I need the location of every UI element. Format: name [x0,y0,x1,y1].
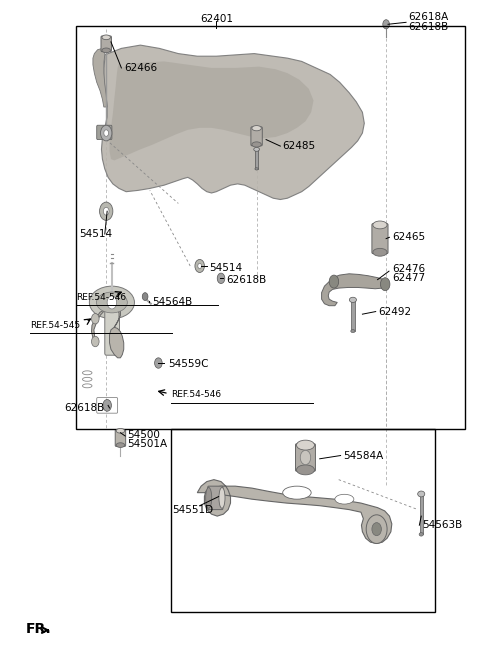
Ellipse shape [252,142,261,147]
Text: 54514: 54514 [80,229,113,239]
Text: 54564B: 54564B [152,298,192,307]
Circle shape [381,278,390,290]
Polygon shape [92,307,124,358]
Ellipse shape [102,35,110,39]
Ellipse shape [116,443,125,447]
Ellipse shape [252,125,261,131]
Polygon shape [93,49,107,107]
Ellipse shape [297,440,314,450]
FancyBboxPatch shape [372,223,388,254]
Ellipse shape [102,48,110,53]
FancyBboxPatch shape [208,486,223,510]
Text: 62485: 62485 [283,141,316,151]
Circle shape [195,260,204,273]
Ellipse shape [116,428,125,433]
Text: 62476: 62476 [392,263,425,273]
Text: REF.54-546: REF.54-546 [171,390,221,399]
Text: 54501A: 54501A [127,440,167,449]
Circle shape [107,296,117,309]
Text: 54563B: 54563B [423,520,463,530]
Text: 62618B: 62618B [64,403,105,413]
Bar [420,494,423,534]
Circle shape [103,399,111,411]
FancyBboxPatch shape [251,127,262,146]
Ellipse shape [349,297,357,302]
Text: 62477: 62477 [392,273,425,283]
FancyBboxPatch shape [101,36,111,52]
Ellipse shape [335,494,354,504]
Circle shape [217,273,225,284]
Text: 54514: 54514 [209,263,242,273]
Text: 62465: 62465 [392,233,425,242]
Circle shape [155,358,162,368]
Text: 54551D: 54551D [173,505,214,514]
Circle shape [372,522,382,535]
Text: 62618B: 62618B [408,22,449,32]
Circle shape [366,515,387,543]
Circle shape [99,202,113,220]
Ellipse shape [373,248,387,256]
Ellipse shape [89,286,134,319]
Text: 62401: 62401 [200,14,233,24]
Ellipse shape [373,221,387,229]
Circle shape [329,275,339,288]
Polygon shape [109,61,313,160]
Ellipse shape [300,450,311,464]
Bar [171,430,434,612]
Circle shape [100,125,112,141]
Text: REF.54-546: REF.54-546 [76,293,126,302]
Circle shape [104,130,108,136]
Text: 54584A: 54584A [343,451,384,461]
FancyBboxPatch shape [96,125,112,139]
Ellipse shape [283,486,311,499]
Bar [351,300,355,331]
Circle shape [142,292,148,300]
Ellipse shape [219,487,225,509]
Bar [76,26,466,430]
Ellipse shape [255,168,258,170]
Ellipse shape [418,491,425,497]
Circle shape [92,313,99,324]
Circle shape [198,263,202,269]
Ellipse shape [351,330,355,332]
Circle shape [383,20,389,29]
Polygon shape [322,274,388,306]
Text: REF.54-545: REF.54-545 [30,321,81,330]
Circle shape [103,208,109,215]
Polygon shape [197,480,392,543]
Text: 62618B: 62618B [226,275,266,285]
Text: 54500: 54500 [127,430,160,440]
Ellipse shape [419,533,423,536]
FancyBboxPatch shape [115,430,126,446]
FancyBboxPatch shape [296,444,315,471]
Ellipse shape [254,147,260,151]
Ellipse shape [297,465,314,475]
Text: 62492: 62492 [379,307,412,317]
Polygon shape [101,45,364,200]
Text: 54559C: 54559C [168,359,208,369]
Circle shape [92,336,99,347]
Text: FR.: FR. [25,622,51,637]
Text: 62618A: 62618A [408,12,449,22]
Bar [255,149,258,169]
Ellipse shape [205,487,212,509]
Ellipse shape [96,292,127,313]
Text: 62466: 62466 [124,63,157,73]
FancyBboxPatch shape [105,302,120,355]
